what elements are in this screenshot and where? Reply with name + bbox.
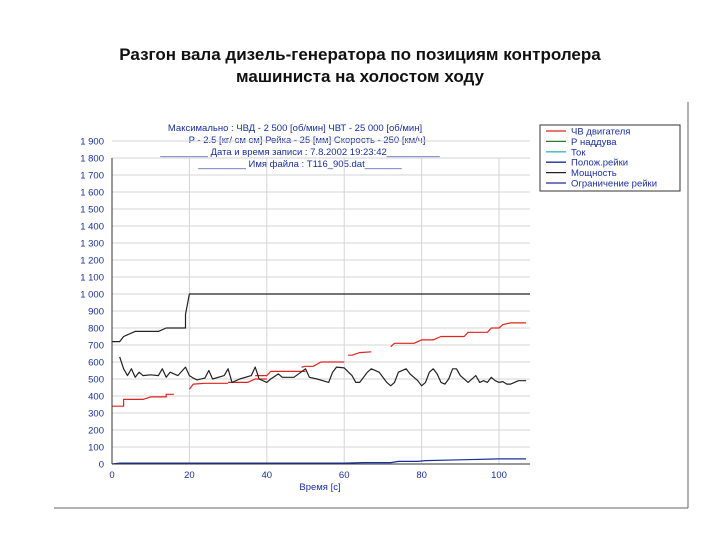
series-line-0-segment-2	[228, 378, 267, 383]
x-tick-label: 20	[184, 470, 195, 481]
legend-label: Р наддува	[571, 137, 617, 148]
y-tick-label: 0	[99, 460, 104, 471]
series-line-0-segment-3	[255, 370, 306, 377]
chart-header-line-3: _________ Дата и время записи : 7.8.2002…	[159, 147, 440, 158]
series-line-0-segment-1	[188, 382, 229, 390]
y-tick-label: 1 000	[80, 290, 104, 301]
y-tick-label: 900	[88, 307, 104, 318]
x-axis-label: Время [с]	[299, 482, 340, 493]
x-tick-label: 80	[416, 470, 427, 481]
y-tick-label: 100	[88, 443, 104, 454]
legend-label: Ток	[571, 147, 586, 158]
y-tick-label: 800	[88, 324, 104, 335]
x-tick-label: 40	[262, 470, 273, 481]
y-tick-label: 1 100	[80, 273, 104, 284]
legend-label: Полож.рейки	[571, 158, 628, 169]
y-tick-label: 1 600	[80, 188, 104, 199]
y-tick-label: 400	[88, 392, 104, 403]
slide-title: Разгон вала дизель-генератора по позиция…	[0, 44, 720, 88]
series-line-1-segment-1	[119, 356, 527, 387]
y-tick-label: 1 200	[80, 256, 104, 267]
y-tick-label: 1 700	[80, 171, 104, 182]
grid-layer	[112, 140, 530, 464]
legend-label: ЧВ двигателя	[571, 127, 630, 138]
y-tick-label: 200	[88, 426, 104, 437]
series-line-0-segment-0	[112, 393, 174, 407]
x-tick-label: 100	[491, 470, 507, 481]
slide-title-line-1: Разгон вала дизель-генератора по позиция…	[119, 45, 601, 64]
legend-label: Мощность	[571, 168, 617, 179]
series-line-1-segment-0	[112, 293, 530, 343]
y-tick-label: 700	[88, 341, 104, 352]
series-line-0-segment-6	[390, 322, 527, 348]
series-line-2-segment-0	[111, 458, 527, 465]
chart-header-line-1: Максимально : ЧВД - 2 500 [об/мин] ЧВТ -…	[168, 123, 422, 134]
y-tick-label: 500	[88, 375, 104, 386]
y-tick-label: 1 500	[80, 205, 104, 216]
x-tick-label: 0	[109, 470, 114, 481]
series-layer	[111, 293, 530, 465]
y-tick-label: 1 800	[80, 154, 104, 165]
y-tick-label: 300	[88, 409, 104, 420]
chart-header-line-4: _________ Имя файла : T116_905.dat______…	[197, 159, 402, 170]
slide-title-line-2: машиниста на холостом ходу	[236, 67, 484, 86]
series-line-0-segment-4	[301, 361, 345, 368]
y-tick-label: 1 400	[80, 222, 104, 233]
y-tick-label: 1 300	[80, 239, 104, 250]
x-tick-label: 60	[339, 470, 350, 481]
y-tick-label: 600	[88, 358, 104, 369]
legend-label: Ограничение рейки	[571, 179, 657, 190]
y-tick-label: 1 900	[80, 137, 104, 148]
series-line-0-segment-5	[348, 351, 372, 356]
legend-box	[539, 124, 681, 192]
